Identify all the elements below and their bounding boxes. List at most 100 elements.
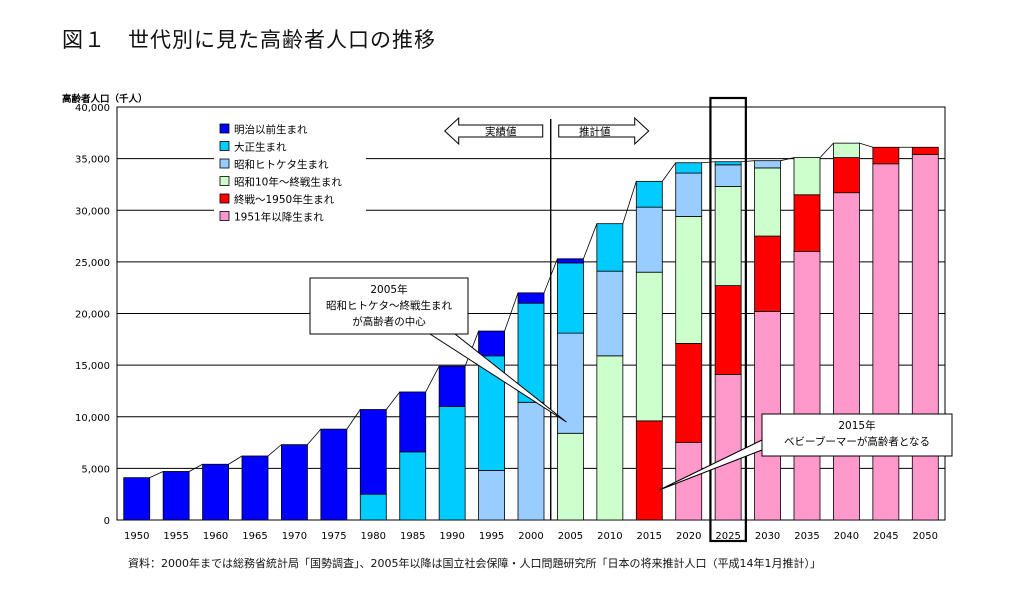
bar-segment — [281, 444, 308, 521]
legend-label: 昭和ヒトケタ生まれ — [234, 158, 329, 171]
bar-segment — [359, 493, 387, 521]
bar-segment — [833, 142, 860, 158]
connector-line — [346, 409, 361, 430]
legend-swatch — [219, 211, 230, 221]
bar-segment — [714, 161, 742, 166]
callout-text: が高齢者の中心 — [352, 315, 426, 328]
x-tick-label: 1950 — [124, 531, 149, 542]
connector-line — [504, 292, 519, 332]
bar-segment — [754, 167, 781, 237]
bar-segment — [399, 391, 427, 453]
x-tick-label: 2005 — [558, 531, 583, 542]
bar-segment — [635, 180, 663, 208]
bar-segment — [872, 163, 900, 521]
legend-swatch — [219, 176, 230, 186]
bar-segment — [793, 157, 821, 196]
callout-box — [309, 277, 469, 335]
x-tick-label: 2035 — [794, 531, 819, 542]
bar-segment — [438, 406, 466, 521]
connector-line — [385, 391, 401, 410]
bar-segment — [596, 270, 624, 357]
bar-segment — [714, 374, 742, 521]
bar-segment — [635, 206, 663, 273]
highlight-box — [709, 96, 747, 543]
y-tick-label: 10,000 — [75, 413, 110, 424]
x-tick-label: 1985 — [400, 531, 425, 542]
y-tick-label: 35,000 — [75, 155, 110, 166]
x-tick-label: 2040 — [834, 531, 859, 542]
bar-segment — [872, 146, 900, 165]
connector-line — [425, 365, 440, 393]
bar-segment — [478, 330, 505, 357]
x-tick-label: 1970 — [282, 531, 307, 542]
legend-label: 大正生まれ — [234, 141, 287, 154]
bar-segment — [202, 463, 229, 521]
right-arrow-icon — [558, 116, 650, 146]
connector-line — [780, 157, 795, 162]
bar-segment — [675, 216, 703, 344]
x-tick-label: 2000 — [518, 531, 543, 542]
x-tick-label: 1965 — [242, 531, 267, 542]
bar-segment — [833, 157, 860, 194]
y-tick-label: 15,000 — [75, 361, 110, 372]
legend-swatch — [219, 141, 230, 151]
y-tick-label: 30,000 — [75, 206, 110, 217]
connector-line — [149, 471, 164, 479]
bar-segment — [675, 343, 703, 443]
bar-segment — [320, 428, 348, 521]
bar-segment — [557, 262, 584, 334]
x-tick-label: 2015 — [637, 531, 662, 542]
bar-segment — [517, 302, 545, 403]
callout-box — [761, 413, 953, 457]
bar-segment — [517, 401, 545, 521]
x-tick-label: 1960 — [203, 531, 228, 542]
left-arrow-icon — [443, 116, 544, 146]
bar-segment — [123, 477, 151, 521]
y-tick-label: 5,000 — [81, 464, 110, 475]
bar-segment — [438, 365, 466, 407]
x-tick-label: 2050 — [913, 531, 938, 542]
bar-segment — [635, 420, 663, 521]
connector-line — [859, 142, 873, 148]
bar-segment — [714, 164, 742, 187]
actual-values-label: 実績値 — [485, 125, 517, 138]
bar-segment — [162, 471, 190, 521]
connector-line — [661, 162, 677, 182]
callout-text: ベビーブーマーが高齢者となる — [784, 435, 930, 448]
callout-text: 2005年 — [370, 283, 407, 296]
connector-line — [188, 463, 203, 472]
connector-line — [819, 142, 834, 158]
y-tick-label: 25,000 — [75, 258, 110, 269]
legend-label: 1951年以降生まれ — [234, 211, 324, 224]
legend-label: 明治以前生まれ — [234, 123, 308, 136]
callout-text: 2015年 — [838, 419, 875, 432]
x-tick-label: 2020 — [676, 531, 701, 542]
bar-segment — [754, 160, 781, 169]
bar-segment — [675, 172, 703, 217]
connector-line — [307, 428, 322, 445]
callout-text: 昭和ヒトケタ～終戦生まれ — [326, 299, 452, 312]
source-note: 資料：2000年までは総務省統計局「国勢調査」、2005年以降は国立社会保障・人… — [128, 557, 821, 570]
y-tick-label: 0 — [104, 516, 110, 527]
bar-segment — [714, 186, 742, 287]
x-tick-label: 1995 — [479, 531, 504, 542]
bar-segment — [241, 455, 269, 521]
x-tick-label: 1975 — [321, 531, 346, 542]
bar-segment — [635, 271, 663, 422]
x-tick-label: 1980 — [361, 531, 386, 542]
legend-label: 昭和10年～終戦生まれ — [234, 176, 342, 189]
legend-label: 終戦～1950年生まれ — [234, 193, 335, 206]
y-tick-label: 20,000 — [75, 310, 110, 321]
bar-segment — [557, 258, 584, 264]
bar-segment — [911, 146, 939, 155]
x-tick-label: 2010 — [597, 531, 622, 542]
connector-line — [583, 223, 598, 259]
bar-segment — [793, 251, 821, 521]
connector-line — [701, 161, 716, 164]
x-tick-label: 2045 — [873, 531, 898, 542]
bar-segment — [793, 194, 821, 252]
bar-segment — [596, 223, 624, 272]
x-tick-label: 2030 — [755, 531, 780, 542]
x-tick-label: 1955 — [163, 531, 188, 542]
